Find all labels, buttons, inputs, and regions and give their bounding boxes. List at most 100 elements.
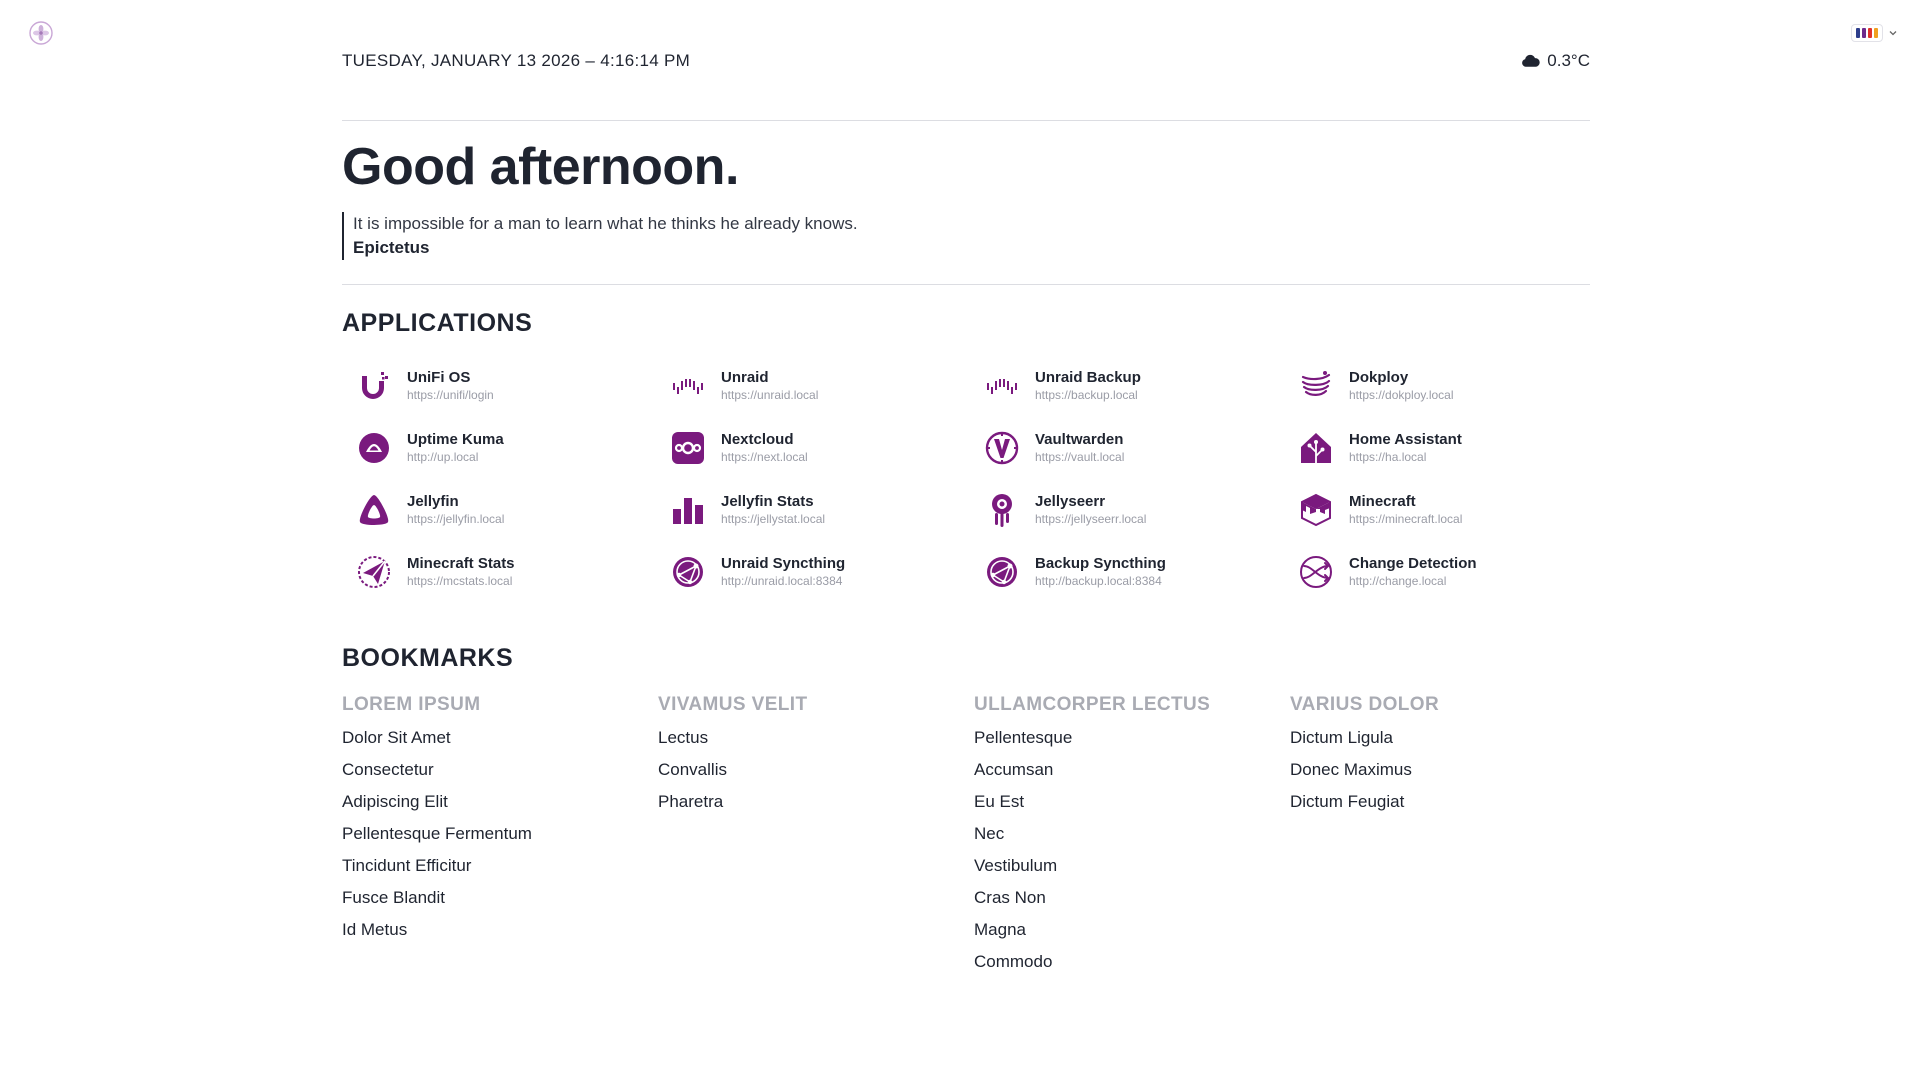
bookmark-link[interactable]: Adipiscing Elit [342,792,448,812]
bookmark-group: ULLAMCORPER LECTUS Pellentesque Accumsan Eu… [974,693,1290,978]
app-url: http://up.local [407,450,479,465]
jellystat-icon [669,491,707,529]
app-text: Jellyfin https://jellyfin.local [407,492,504,528]
app-tile[interactable]: Unraid Backup https://backup.local [970,362,1284,410]
app-text: Uptime Kuma http://up.local [407,430,504,466]
app-tile[interactable]: Home Assistant https://ha.local [1284,424,1598,472]
app-url: https://minecraft.local [1349,512,1463,527]
bookmark-link[interactable]: Dictum Ligula [1290,728,1393,748]
unraid-icon [983,367,1021,405]
app-name: Jellyfin Stats [721,493,814,511]
bookmark-link[interactable]: Lectus [658,728,709,748]
temperature: 0.3°C [1547,51,1590,70]
bookmark-link[interactable]: Fusce Blandit [342,888,445,908]
bookmark-group: VARIUS DOLOR Dictum Ligula Donec Maximus Di… [1290,693,1606,978]
app-name: Home Assistant [1349,431,1462,449]
app-name: Minecraft [1349,493,1416,511]
unifi-icon [355,367,393,405]
app-tile[interactable]: Minecraft Stats https://mcstats.local [342,548,656,596]
app-url: https://jellyseerr.local [1035,512,1147,527]
app-name: Jellyseerr [1035,493,1106,511]
dokploy-icon [1297,367,1335,405]
app-text: Dokploy https://dokploy.local [1349,368,1454,404]
jellyseerr-icon [983,491,1021,529]
app-name: Minecraft Stats [407,555,515,573]
bookmark-link[interactable]: Pharetra [658,792,724,812]
date-time: TUESDAY, JANUARY 13 2026 – 4:16:14 PM [342,51,691,70]
applications-title: APPLICATIONS [342,309,533,338]
bookmark-link[interactable]: Donec Maximus [1290,760,1412,780]
bookmark-link[interactable]: Dolor Sit Amet [342,728,451,748]
bookmark-link[interactable]: Vestibulum [974,856,1058,876]
app-tile[interactable]: Unraid https://unraid.local [656,362,970,410]
swatch-color [1874,28,1878,38]
bookmarks-title: BOOKMARKS [342,644,514,673]
app-tile[interactable]: Change Detection http://change.local [1284,548,1598,596]
app-tile[interactable]: Unraid Syncthing http://unraid.local:838… [656,548,970,596]
chevron-down-icon [1889,31,1897,36]
quote-author: Epictetus [353,238,430,258]
app-text: Minecraft https://minecraft.local [1349,492,1462,528]
swatch-color [1868,28,1872,38]
bookmark-link[interactable]: Consectetur [342,760,434,780]
app-tile[interactable]: Vaultwarden https://vault.local [970,424,1284,472]
bookmark-group: LOREM IPSUM Dolor Sit Amet Consectetur Adip… [342,693,658,978]
app-name: Jellyfin [407,493,459,511]
app-url: http://change.local [1349,574,1447,589]
bookmarks-grid: LOREM IPSUM Dolor Sit Amet Consectetur Adip… [342,693,1590,978]
cloud-icon [1522,54,1540,67]
bookmark-link[interactable]: Commodo [974,952,1053,972]
weather-widget: 0.3°C [1521,51,1590,71]
app-url: https://backup.local [1035,388,1138,403]
app-tile[interactable]: Minecraft https://minecraft.local [1284,486,1598,534]
app-url: https://mcstats.local [407,574,513,589]
bookmark-link[interactable]: Accumsan [974,760,1054,780]
syncthing-icon [669,553,707,591]
app-text: UniFi OS https://unifi/login [407,368,494,404]
app-name: Unraid Syncthing [721,555,846,573]
flower-logo-icon[interactable] [28,20,54,46]
app-name: Change Detection [1349,555,1477,573]
bookmark-link[interactable]: Tincidunt Efficitur [342,856,472,876]
app-url: http://backup.local:8384 [1035,574,1162,589]
bookmark-link[interactable]: Pellentesque [974,728,1073,748]
bookmark-link[interactable]: Id Metus [342,920,408,940]
minecraft-stats-icon [355,553,393,591]
change-detection-icon [1297,553,1335,591]
bookmark-link[interactable]: Pellentesque Fermentum [342,824,532,844]
applications-grid: UniFi OS https://unifi/login Unraid http… [342,362,1590,596]
bookmark-link[interactable]: Eu Est [974,792,1025,812]
bookmark-link[interactable]: Convallis [658,760,727,780]
app-url: https://unraid.local [721,388,819,403]
top-bar: TUESDAY, JANUARY 13 2026 – 4:16:14 PM 0.… [342,0,1590,121]
app-tile[interactable]: UniFi OS https://unifi/login [342,362,656,410]
quote-text: It is impossible for a man to learn what… [353,214,858,234]
app-url: https://next.local [721,450,808,465]
app-text: Jellyseerr https://jellyseerr.local [1035,492,1146,528]
greeting-section: Good afternoon. It is impossible for a m… [342,121,1590,286]
bookmark-link[interactable]: Magna [974,920,1026,940]
bookmark-link[interactable]: Cras Non [974,888,1046,908]
app-tile[interactable]: Backup Syncthing http://backup.local:838… [970,548,1284,596]
nextcloud-icon [669,429,707,467]
bookmark-group: VIVAMUS VELIT Lectus Convallis Pharetra [658,693,974,978]
app-name: UniFi OS [407,369,471,387]
app-url: https://jellyfin.local [407,512,505,527]
app-url: https://unifi/login [407,388,494,403]
app-tile[interactable]: Dokploy https://dokploy.local [1284,362,1598,410]
theme-picker[interactable] [1851,24,1898,42]
app-name: Unraid Backup [1035,369,1141,387]
app-tile[interactable]: Jellyfin Stats https://jellystat.local [656,486,970,534]
bookmark-link[interactable]: Dictum Feugiat [1290,792,1405,812]
main-content: TUESDAY, JANUARY 13 2026 – 4:16:14 PM 0.… [342,0,1590,978]
app-text: Nextcloud https://next.local [721,430,808,466]
app-name: Nextcloud [721,431,794,449]
bookmark-link[interactable]: Nec [974,824,1005,844]
theme-swatch [1851,24,1883,42]
app-tile[interactable]: Nextcloud https://next.local [656,424,970,472]
app-tile[interactable]: Jellyfin https://jellyfin.local [342,486,656,534]
app-text: Unraid Backup https://backup.local [1035,368,1141,404]
app-tile[interactable]: Uptime Kuma http://up.local [342,424,656,472]
app-tile[interactable]: Jellyseerr https://jellyseerr.local [970,486,1284,534]
app-url: https://jellystat.local [721,512,826,527]
